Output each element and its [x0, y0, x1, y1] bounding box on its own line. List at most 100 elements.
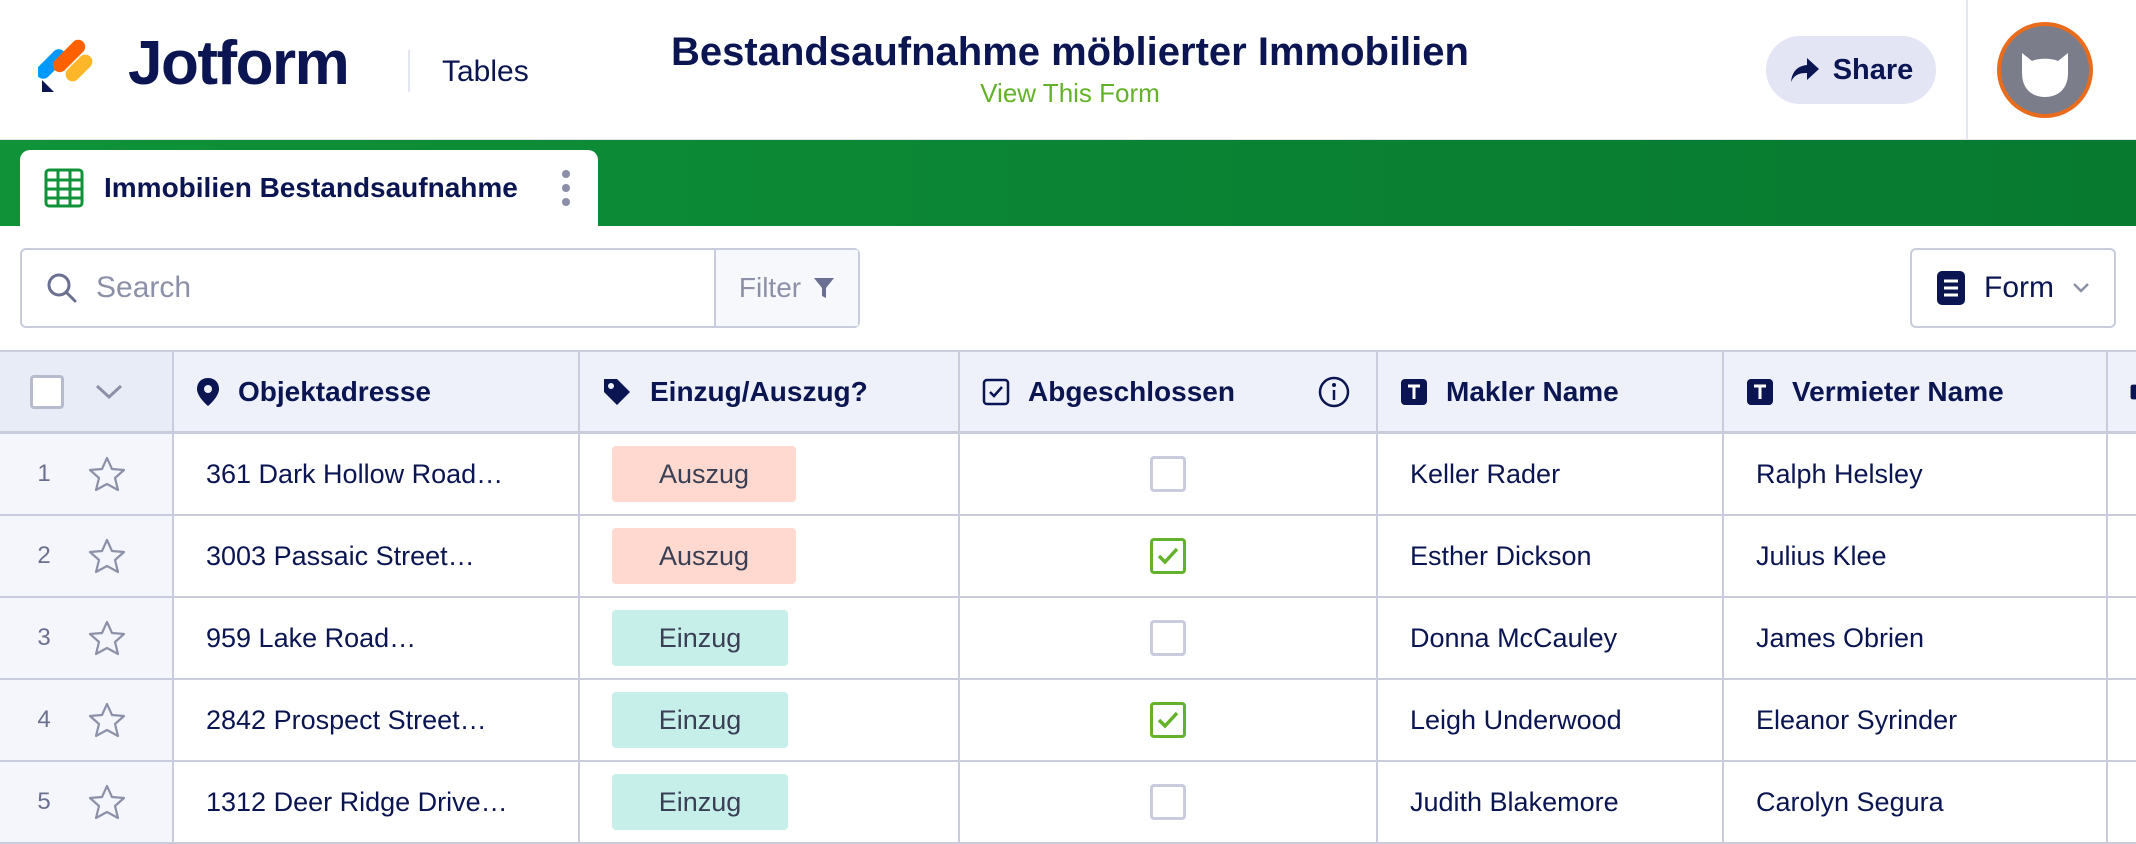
search-input[interactable]: [96, 271, 656, 305]
address-cell[interactable]: 2842 Prospect Street…: [174, 680, 580, 760]
address-cell[interactable]: 361 Dark Hollow Road…: [174, 434, 580, 514]
landlord-name: Carolyn Segura: [1756, 786, 1944, 817]
next-column-cell[interactable]: [2108, 680, 2136, 760]
done-checkbox[interactable]: [1150, 538, 1186, 574]
address-text: 2842 Prospect Street…: [206, 704, 487, 735]
column-label: Abgeschlossen: [1028, 375, 1235, 407]
move-cell[interactable]: Einzug: [580, 598, 960, 678]
move-cell[interactable]: Auszug: [580, 516, 960, 596]
column-label: Objektadresse: [238, 375, 431, 407]
table-row[interactable]: 1 361 Dark Hollow Road… Auszug Keller Rader…: [0, 434, 2136, 516]
jotform-logo-icon[interactable]: [38, 32, 102, 96]
row-number-cell: 2: [0, 516, 174, 596]
avatar[interactable]: [1997, 22, 2093, 118]
star-icon[interactable]: [88, 538, 126, 574]
more-options-icon[interactable]: [560, 170, 572, 206]
next-column-cell[interactable]: [2108, 516, 2136, 596]
landlord-cell[interactable]: Julius Klee: [1724, 516, 2108, 596]
landlord-name: James Obrien: [1756, 622, 1925, 653]
move-tag: Auszug: [612, 528, 796, 584]
address-text: 361 Dark Hollow Road…: [206, 458, 504, 489]
done-cell: [960, 680, 1378, 760]
select-all-checkbox[interactable]: [30, 374, 64, 409]
tag-icon: [604, 378, 630, 405]
done-checkbox[interactable]: [1150, 702, 1186, 738]
row-number-cell: 5: [0, 762, 174, 842]
star-icon[interactable]: [88, 620, 126, 656]
star-icon[interactable]: [88, 702, 126, 738]
agent-cell[interactable]: Keller Rader: [1378, 434, 1724, 514]
agent-name: Keller Rader: [1410, 458, 1561, 489]
agent-cell[interactable]: Esther Dickson: [1378, 516, 1724, 596]
search-filter-bar: Filter: [20, 248, 860, 328]
filter-label: Filter: [738, 272, 802, 303]
share-label: Share: [1832, 53, 1914, 86]
agent-cell[interactable]: Leigh Underwood: [1378, 680, 1724, 760]
column-header-next[interactable]: [2108, 352, 2136, 431]
address-text: 959 Lake Road…: [206, 622, 417, 653]
done-cell: [960, 434, 1378, 514]
column-header-objektadresse[interactable]: Objektadresse: [174, 352, 580, 431]
column-header-abgeschlossen[interactable]: Abgeschlossen: [960, 352, 1378, 431]
chevron-down-icon: [2073, 283, 2089, 293]
done-checkbox[interactable]: [1150, 784, 1186, 820]
location-pin-icon: [197, 377, 219, 406]
landlord-cell[interactable]: Ralph Helsley: [1724, 434, 2108, 514]
address-text: 1312 Deer Ridge Drive…: [206, 786, 508, 817]
header-divider-right: [1966, 0, 1968, 140]
landlord-cell[interactable]: James Obrien: [1724, 598, 2108, 678]
agent-cell[interactable]: Judith Blakemore: [1378, 762, 1724, 842]
agent-cell[interactable]: Donna McCauley: [1378, 598, 1724, 678]
move-tag: Einzug: [612, 692, 788, 748]
brand-name[interactable]: Jotform: [128, 29, 350, 98]
agent-name: Judith Blakemore: [1410, 786, 1619, 817]
landlord-name: Ralph Helsley: [1756, 458, 1923, 489]
app-header: Jotform Tables Bestandsaufnahme möbliert…: [0, 0, 2136, 140]
row-number: 3: [37, 624, 51, 651]
chevron-down-icon[interactable]: [94, 383, 124, 401]
address-cell[interactable]: 3003 Passaic Street…: [174, 516, 580, 596]
next-column-cell[interactable]: [2108, 598, 2136, 678]
table-row[interactable]: 4 2842 Prospect Street… Einzug Leigh Underw…: [0, 680, 2136, 762]
row-number: 1: [37, 460, 51, 487]
table-row[interactable]: 3 959 Lake Road… Einzug Donna McCauley James…: [0, 598, 2136, 680]
tab-label: Immobilien Bestandsaufnahme: [104, 172, 518, 203]
form-document-icon: [1937, 271, 1965, 305]
tab-immobilien-bestandsaufnahme[interactable]: Immobilien Bestandsaufnahme: [20, 150, 598, 226]
form-view-dropdown[interactable]: Form: [1910, 248, 2116, 328]
landlord-name: Julius Klee: [1756, 540, 1887, 571]
move-cell[interactable]: Auszug: [580, 434, 960, 514]
table-row[interactable]: 5 1312 Deer Ridge Drive… Einzug Judith Blak…: [0, 762, 2136, 844]
address-cell[interactable]: 1312 Deer Ridge Drive…: [174, 762, 580, 842]
agent-name: Esther Dickson: [1410, 540, 1592, 571]
move-cell[interactable]: Einzug: [580, 680, 960, 760]
share-button[interactable]: Share: [1766, 36, 1936, 104]
column-label: Einzug/Auszug?: [650, 375, 868, 407]
done-checkbox[interactable]: [1150, 456, 1186, 492]
row-number-cell: 1: [0, 434, 174, 514]
column-header-vermieter-name[interactable]: Vermieter Name: [1724, 352, 2108, 431]
next-column-cell[interactable]: [2108, 434, 2136, 514]
move-cell[interactable]: Einzug: [580, 762, 960, 842]
info-icon[interactable]: [1317, 375, 1351, 409]
filter-button[interactable]: Filter: [716, 250, 858, 326]
search-icon: [47, 273, 77, 303]
star-icon[interactable]: [88, 784, 126, 820]
table-row[interactable]: 2 3003 Passaic Street… Auszug Esther Dickso…: [0, 516, 2136, 598]
view-form-link[interactable]: View This Form: [980, 78, 1160, 108]
done-checkbox[interactable]: [1150, 620, 1186, 656]
column-label: Makler Name: [1446, 375, 1619, 407]
product-name[interactable]: Tables: [442, 55, 529, 88]
text-field-icon: [1747, 378, 1773, 405]
landlord-cell[interactable]: Carolyn Segura: [1724, 762, 2108, 842]
search-box: [22, 250, 716, 326]
address-cell[interactable]: 959 Lake Road…: [174, 598, 580, 678]
landlord-cell[interactable]: Eleanor Syrinder: [1724, 680, 2108, 760]
row-number-cell: 4: [0, 680, 174, 760]
column-header-makler-name[interactable]: Makler Name: [1378, 352, 1724, 431]
done-cell: [960, 762, 1378, 842]
column-header-einzug-auszug[interactable]: Einzug/Auszug?: [580, 352, 960, 431]
star-icon[interactable]: [88, 456, 126, 492]
next-column-cell[interactable]: [2108, 762, 2136, 842]
table-header: Objektadresse Einzug/Auszug? Abgeschloss…: [0, 352, 2136, 434]
